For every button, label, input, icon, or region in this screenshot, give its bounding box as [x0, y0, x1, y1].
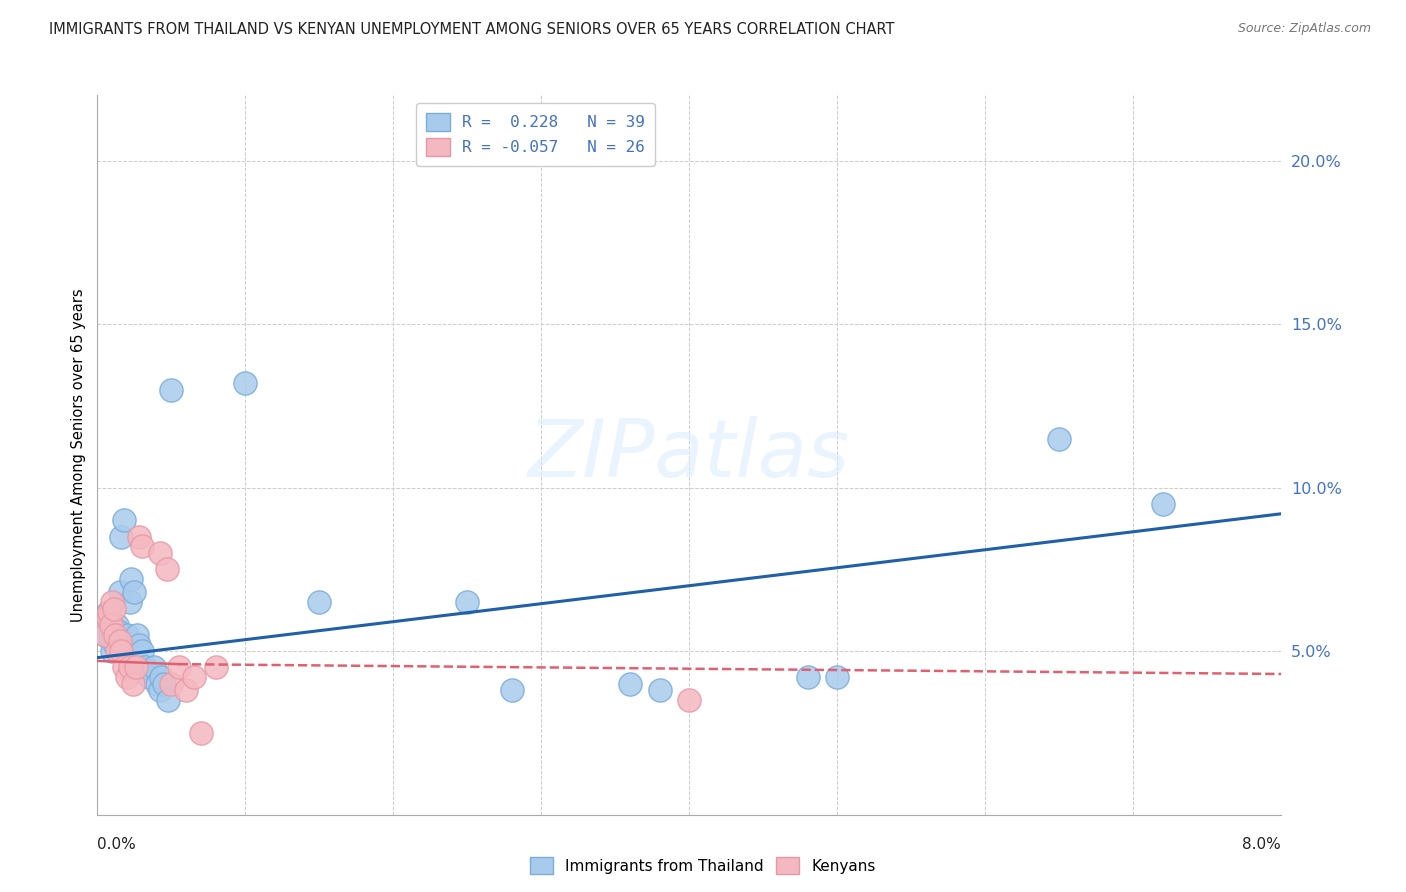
Point: [115, 670, 138, 684]
Point: [204, 660, 226, 674]
Point: [308, 595, 330, 609]
Point: [149, 670, 172, 684]
Point: [124, 585, 146, 599]
Point: [98, 611, 121, 625]
Point: [142, 660, 165, 674]
Point: [112, 513, 135, 527]
Legend: R =  0.228   N = 39, R = -0.057   N = 26: R = 0.228 N = 39, R = -0.057 N = 26: [416, 103, 655, 166]
Point: [501, 683, 523, 698]
Point: [157, 693, 180, 707]
Point: [97, 605, 120, 619]
Text: ZIPatlas: ZIPatlas: [529, 416, 851, 494]
Point: [96, 618, 118, 632]
Point: [118, 595, 141, 609]
Point: [167, 660, 190, 674]
Point: [145, 677, 167, 691]
Point: [125, 660, 148, 674]
Point: [128, 638, 150, 652]
Point: [112, 660, 135, 674]
Legend: Immigrants from Thailand, Kenyans: Immigrants from Thailand, Kenyans: [524, 851, 882, 880]
Point: [190, 726, 212, 740]
Y-axis label: Unemployment Among Seniors over 65 years: Unemployment Among Seniors over 65 years: [72, 288, 86, 622]
Point: [104, 628, 127, 642]
Point: [160, 677, 183, 691]
Point: [825, 670, 848, 684]
Text: Source: ZipAtlas.com: Source: ZipAtlas.com: [1237, 22, 1371, 36]
Point: [678, 693, 700, 707]
Point: [148, 546, 170, 560]
Point: [160, 383, 183, 397]
Point: [108, 634, 131, 648]
Point: [183, 670, 205, 684]
Point: [110, 644, 132, 658]
Point: [98, 605, 121, 619]
Point: [796, 670, 818, 684]
Point: [118, 660, 141, 674]
Point: [101, 595, 124, 609]
Point: [105, 618, 128, 632]
Point: [103, 601, 125, 615]
Point: [233, 376, 256, 390]
Point: [94, 628, 117, 642]
Point: [131, 540, 153, 554]
Point: [174, 683, 197, 698]
Point: [128, 530, 150, 544]
Point: [108, 585, 131, 599]
Point: [103, 628, 125, 642]
Point: [456, 595, 478, 609]
Point: [1152, 497, 1174, 511]
Point: [110, 530, 132, 544]
Text: 8.0%: 8.0%: [1243, 837, 1281, 852]
Point: [107, 624, 129, 639]
Point: [121, 677, 143, 691]
Point: [153, 677, 176, 691]
Point: [94, 628, 117, 642]
Point: [97, 611, 120, 625]
Point: [134, 660, 156, 674]
Text: IMMIGRANTS FROM THAILAND VS KENYAN UNEMPLOYMENT AMONG SENIORS OVER 65 YEARS CORR: IMMIGRANTS FROM THAILAND VS KENYAN UNEMP…: [49, 22, 894, 37]
Point: [100, 618, 122, 632]
Point: [138, 670, 160, 684]
Point: [648, 683, 671, 698]
Point: [131, 644, 153, 658]
Text: 0.0%: 0.0%: [97, 837, 136, 852]
Point: [120, 572, 142, 586]
Point: [105, 644, 128, 658]
Point: [619, 677, 641, 691]
Point: [104, 638, 127, 652]
Point: [100, 634, 122, 648]
Point: [101, 644, 124, 658]
Point: [1047, 432, 1070, 446]
Point: [156, 562, 179, 576]
Point: [148, 683, 170, 698]
Point: [115, 628, 138, 642]
Point: [127, 628, 149, 642]
